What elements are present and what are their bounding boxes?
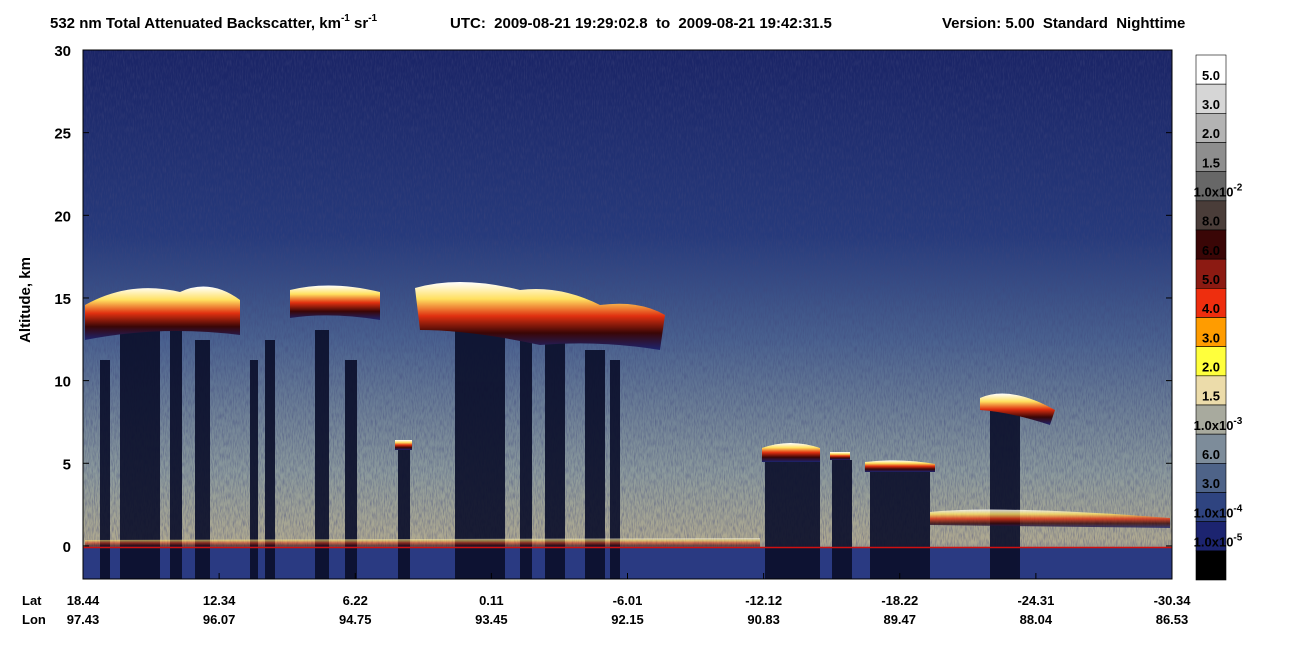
colorbar-label-text: 8.0 [1202, 214, 1220, 229]
y-tick-label: 0 [63, 539, 71, 556]
colorbar-label: 3.0 [1202, 330, 1220, 345]
colorbar-label-exp: -5 [1233, 532, 1242, 543]
y-tick-label: 10 [54, 374, 71, 391]
colorbar-label: 3.0 [1202, 97, 1220, 112]
colorbar-swatch [1195, 229, 1227, 260]
x-tick-label: 93.45 [475, 612, 508, 627]
x-tick-label: 86.53 [1156, 612, 1189, 627]
backscatter-curtain [82, 49, 1173, 580]
colorbar-swatch [1195, 142, 1227, 172]
y-tick-label: 5 [63, 456, 71, 473]
colorbar-label: 1.0x10-2 [1194, 182, 1243, 199]
x-tick-label: -30.34 [1154, 593, 1192, 608]
colorbar-label-text: 1.0x10 [1194, 505, 1234, 520]
colorbar-label: 6.0 [1202, 243, 1220, 258]
x-tick-label: 12.34 [203, 593, 236, 608]
x-tick-label: 6.22 [343, 593, 368, 608]
colorbar-swatch [1195, 463, 1227, 493]
cloud-layers [85, 281, 1170, 548]
x-tick-label: 96.07 [203, 612, 236, 627]
attenuated-columns [100, 320, 1020, 579]
y-tick-label: 20 [54, 208, 71, 225]
x-tick-label: -18.22 [881, 593, 918, 608]
x-tick-label: -6.01 [613, 593, 643, 608]
colorbar-label-text: 2.0 [1202, 359, 1220, 374]
colorbar-label: 8.0 [1202, 214, 1220, 229]
title-name: 532 nm Total Attenuated Backscatter, km [50, 15, 341, 32]
colorbar-swatch [1195, 550, 1227, 581]
colorbar-swatch [1195, 288, 1227, 318]
x-tick-label: 18.44 [67, 593, 100, 608]
y-tick-label: 30 [54, 43, 71, 60]
colorbar-swatch [1195, 171, 1227, 202]
colorbar-label-text: 1.5 [1202, 155, 1220, 170]
colorbar-label-exp: -4 [1233, 503, 1242, 514]
colorbar-label-exp: -3 [1233, 416, 1242, 427]
colorbar-label-text: 2.0 [1202, 126, 1220, 141]
title-version: Version: 5.00 Standard Nighttime [942, 15, 1185, 32]
colorbar-label-text: 3.0 [1202, 476, 1220, 491]
x-tick-label: 90.83 [747, 612, 780, 627]
x-tick-label: 0.11 [479, 593, 504, 608]
colorbar-swatch [1195, 404, 1227, 435]
colorbar-label-text: 6.0 [1202, 243, 1220, 258]
x-row-label: Lon [22, 612, 46, 627]
colorbar-label: 1.0x10-4 [1194, 503, 1243, 520]
colorbar-label: 5.0 [1202, 272, 1220, 287]
x-tick-label: -24.31 [1017, 593, 1054, 608]
colorbar-label-text: 1.0x10 [1194, 418, 1234, 433]
x-tick-label: 92.15 [611, 612, 644, 627]
x-tick-label: 97.43 [67, 612, 100, 627]
colorbar-label: 1.0x10-3 [1194, 416, 1243, 433]
y-tick-label: 25 [54, 126, 71, 143]
colorbar-swatch [1195, 200, 1227, 231]
colorbar-label-text: 3.0 [1202, 330, 1220, 345]
colorbar-label-text: 5.0 [1202, 68, 1220, 83]
x-tick-label: -12.12 [745, 593, 782, 608]
colorbar-swatch [1195, 54, 1227, 85]
title-utc: UTC: 2009-08-21 19:29:02.8 to 2009-08-21… [450, 15, 832, 32]
colorbar-label-text: 4.0 [1202, 301, 1220, 316]
chart-title: 532 nm Total Attenuated Backscatter, km-… [50, 13, 1185, 32]
colorbar-label: 2.0 [1202, 359, 1220, 374]
colorbar-swatch [1195, 258, 1227, 289]
y-axis-label: Altitude, km [17, 257, 34, 343]
colorbar-label: 1.5 [1202, 155, 1220, 170]
colorbar-label: 2.0 [1202, 126, 1220, 141]
colorbar-label-text: 1.0x10 [1194, 534, 1234, 549]
colorbar-label: 5.0 [1202, 68, 1220, 83]
colorbar-label: 1.0x10-5 [1194, 532, 1243, 549]
colorbar-label-text: 3.0 [1202, 97, 1220, 112]
title-exp: -1 [368, 13, 377, 24]
x-row-label: Lat [22, 593, 42, 608]
colorbar-label-text: 6.0 [1202, 447, 1220, 462]
colorbar-swatch [1195, 83, 1227, 114]
x-tick-label: 89.47 [883, 612, 916, 627]
title-sr: sr [350, 15, 369, 32]
y-tick-label: 15 [54, 291, 71, 308]
title-exp: -1 [341, 13, 350, 24]
colorbar-label: 4.0 [1202, 301, 1220, 316]
colorbar-swatch [1195, 346, 1227, 377]
x-tick-label: 94.75 [339, 612, 372, 627]
colorbar-label-exp: -2 [1233, 182, 1242, 193]
colorbar-swatch [1195, 521, 1227, 552]
colorbar-label-text: 5.0 [1202, 272, 1220, 287]
colorbar-swatch [1195, 317, 1227, 347]
colorbar-label: 1.5 [1202, 389, 1220, 404]
colorbar-label: 6.0 [1202, 447, 1220, 462]
colorbar-label-text: 1.5 [1202, 389, 1220, 404]
colorbar-label-text: 1.0x10 [1194, 184, 1234, 199]
x-tick-label: 88.04 [1020, 612, 1053, 627]
colorbar-swatch [1195, 492, 1227, 522]
colorbar-label: 3.0 [1202, 476, 1220, 491]
